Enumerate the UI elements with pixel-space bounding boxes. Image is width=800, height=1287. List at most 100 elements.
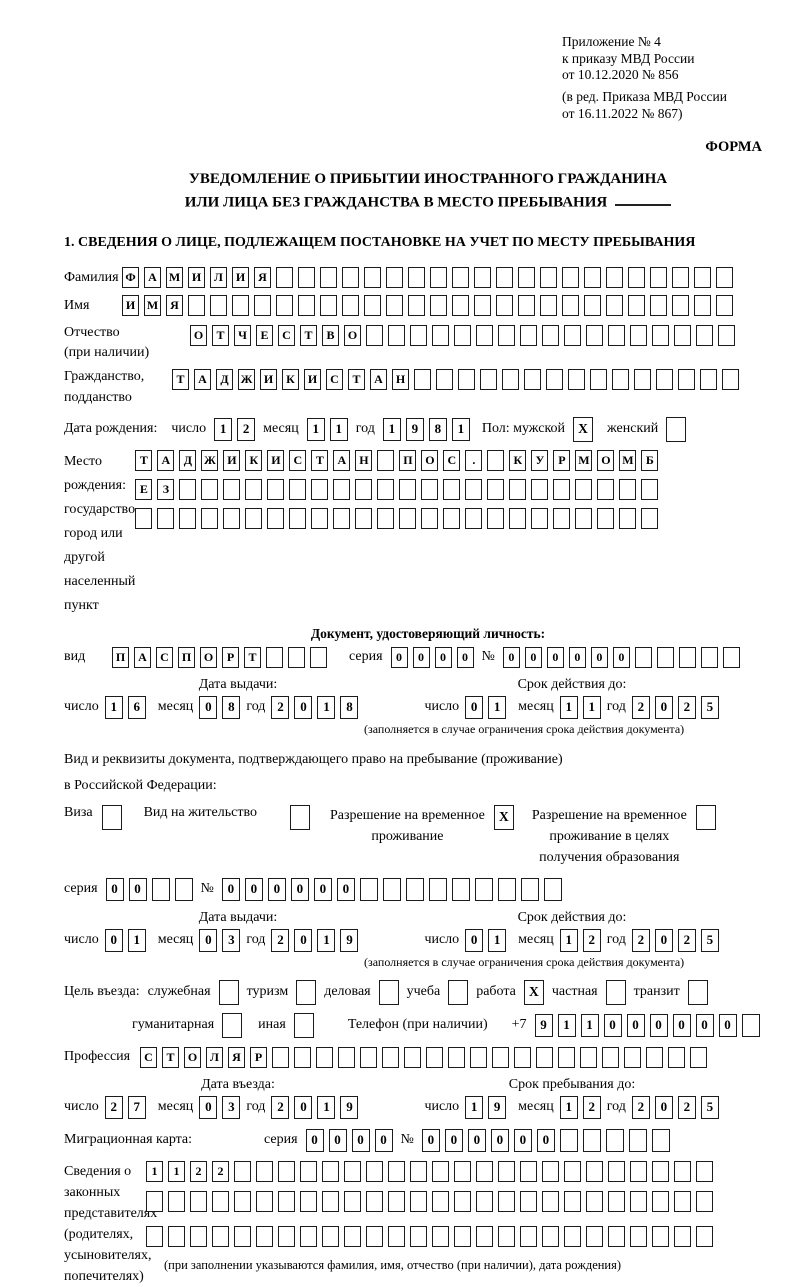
- form-cell[interactable]: [294, 1046, 311, 1068]
- form-cell[interactable]: [641, 478, 659, 500]
- form-cell[interactable]: [234, 1225, 251, 1247]
- form-cell[interactable]: [674, 1225, 691, 1247]
- form-cell[interactable]: Т: [348, 369, 365, 391]
- form-cell[interactable]: [696, 1225, 713, 1247]
- purpose-turizm-checkbox[interactable]: [296, 979, 317, 1005]
- form-cell[interactable]: [672, 294, 689, 316]
- form-cell[interactable]: [245, 507, 263, 529]
- form-cell[interactable]: [452, 266, 469, 288]
- form-cell[interactable]: [586, 1160, 603, 1182]
- form-cell[interactable]: 1: [317, 1095, 336, 1119]
- form-cell[interactable]: [430, 294, 447, 316]
- form-cell[interactable]: Р: [222, 646, 239, 668]
- form-cell[interactable]: [524, 369, 541, 391]
- form-cell[interactable]: [716, 266, 733, 288]
- form-cell[interactable]: 2: [104, 1095, 123, 1119]
- form-cell[interactable]: [443, 478, 461, 500]
- form-cell[interactable]: А: [144, 266, 161, 288]
- form-cell[interactable]: М: [166, 266, 183, 288]
- form-cell[interactable]: [656, 646, 674, 668]
- form-cell[interactable]: 5: [700, 1095, 719, 1119]
- form-cell[interactable]: [201, 478, 219, 500]
- form-cell[interactable]: [190, 1190, 207, 1212]
- form-cell[interactable]: 1: [306, 417, 325, 441]
- form-cell[interactable]: [498, 1160, 515, 1182]
- form-cell[interactable]: [674, 324, 691, 346]
- form-cell[interactable]: А: [370, 369, 387, 391]
- form-cell[interactable]: [536, 1046, 553, 1068]
- form-cell[interactable]: П: [399, 449, 417, 471]
- form-cell[interactable]: Т: [135, 449, 153, 471]
- form-cell[interactable]: [520, 324, 537, 346]
- form-cell[interactable]: [359, 877, 378, 901]
- purpose-sluzhebnaya-checkbox[interactable]: [218, 979, 239, 1005]
- form-cell[interactable]: 1: [329, 417, 348, 441]
- form-cell[interactable]: 0: [568, 646, 586, 668]
- form-cell[interactable]: С: [443, 449, 461, 471]
- form-cell[interactable]: 1: [465, 1095, 484, 1119]
- form-cell[interactable]: [179, 478, 197, 500]
- form-cell[interactable]: 9: [340, 1095, 359, 1119]
- form-cell[interactable]: 0: [502, 646, 520, 668]
- form-cell[interactable]: [518, 266, 535, 288]
- form-cell[interactable]: [355, 478, 373, 500]
- form-cell[interactable]: 0: [524, 646, 542, 668]
- form-cell[interactable]: С: [278, 324, 295, 346]
- form-cell[interactable]: И: [232, 266, 249, 288]
- form-cell[interactable]: [377, 478, 395, 500]
- form-cell[interactable]: [668, 1046, 685, 1068]
- form-cell[interactable]: К: [509, 449, 527, 471]
- form-cell[interactable]: [212, 1190, 229, 1212]
- form-cell[interactable]: 8: [428, 417, 447, 441]
- form-cell[interactable]: [300, 1190, 317, 1212]
- form-cell[interactable]: [421, 478, 439, 500]
- form-cell[interactable]: [634, 646, 652, 668]
- form-cell[interactable]: [234, 1190, 251, 1212]
- form-cell[interactable]: [210, 294, 227, 316]
- form-cell[interactable]: [553, 478, 571, 500]
- form-cell[interactable]: О: [200, 646, 217, 668]
- form-cell[interactable]: [267, 507, 285, 529]
- form-cell[interactable]: [531, 507, 549, 529]
- form-cell[interactable]: [179, 507, 197, 529]
- form-cell[interactable]: 0: [374, 1128, 393, 1152]
- purpose-chastnaya-checkbox[interactable]: [605, 979, 626, 1005]
- form-cell[interactable]: [320, 294, 337, 316]
- form-cell[interactable]: 0: [612, 646, 630, 668]
- form-cell[interactable]: [157, 507, 175, 529]
- form-cell[interactable]: [619, 507, 637, 529]
- form-cell[interactable]: 2: [582, 1095, 601, 1119]
- form-cell[interactable]: 0: [305, 1128, 324, 1152]
- form-cell[interactable]: [355, 507, 373, 529]
- form-cell[interactable]: 3: [222, 928, 241, 952]
- form-cell[interactable]: [443, 507, 461, 529]
- form-cell[interactable]: У: [531, 449, 549, 471]
- form-cell[interactable]: [465, 478, 483, 500]
- form-cell[interactable]: [432, 1160, 449, 1182]
- form-cell[interactable]: [646, 1046, 663, 1068]
- form-cell[interactable]: С: [140, 1046, 157, 1068]
- form-cell[interactable]: [388, 1225, 405, 1247]
- form-cell[interactable]: Р: [553, 449, 571, 471]
- form-cell[interactable]: 0: [412, 646, 430, 668]
- form-cell[interactable]: [399, 507, 417, 529]
- form-cell[interactable]: [465, 507, 483, 529]
- form-cell[interactable]: [168, 1190, 185, 1212]
- form-cell[interactable]: 1: [559, 1095, 578, 1119]
- form-cell[interactable]: [558, 1046, 575, 1068]
- form-cell[interactable]: [135, 507, 153, 529]
- form-cell[interactable]: [651, 1128, 670, 1152]
- form-cell[interactable]: [487, 449, 505, 471]
- form-cell[interactable]: [476, 1160, 493, 1182]
- form-cell[interactable]: [531, 478, 549, 500]
- form-cell[interactable]: 0: [294, 695, 313, 719]
- form-cell[interactable]: И: [223, 449, 241, 471]
- form-cell[interactable]: К: [282, 369, 299, 391]
- form-cell[interactable]: В: [322, 324, 339, 346]
- form-cell[interactable]: [562, 266, 579, 288]
- form-cell[interactable]: [474, 294, 491, 316]
- form-cell[interactable]: Е: [135, 478, 153, 500]
- form-cell[interactable]: [386, 266, 403, 288]
- form-cell[interactable]: Б: [641, 449, 659, 471]
- form-cell[interactable]: И: [304, 369, 321, 391]
